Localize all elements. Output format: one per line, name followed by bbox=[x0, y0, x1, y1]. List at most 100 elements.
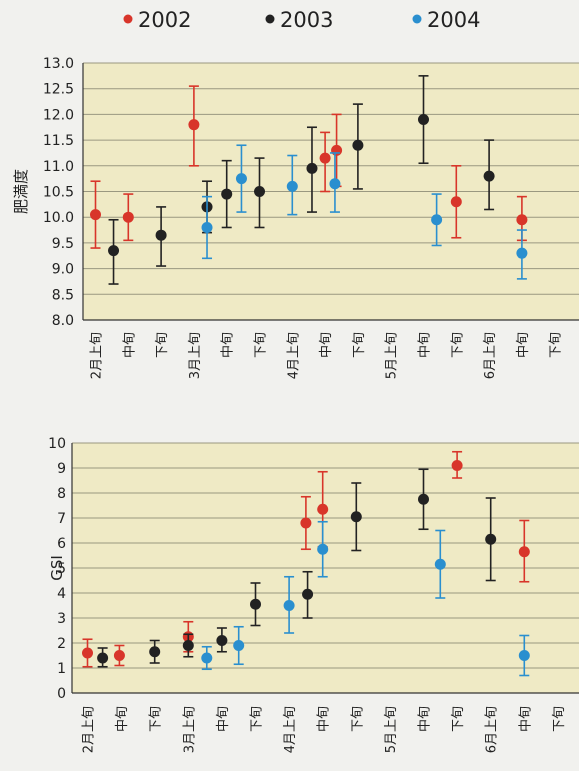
legend-label-2003: 2003 bbox=[280, 8, 333, 32]
data-point-2002 bbox=[82, 647, 93, 659]
data-point-2003 bbox=[149, 646, 161, 658]
data-point-2004 bbox=[201, 221, 213, 233]
data-point-2002 bbox=[516, 214, 528, 226]
category-label: 下旬 bbox=[250, 706, 265, 732]
data-point-2003 bbox=[254, 186, 265, 197]
data-point-2003 bbox=[250, 598, 261, 610]
y-tick-label: 7 bbox=[57, 511, 66, 527]
legend-marker-2002 bbox=[123, 14, 133, 24]
y-tick-label: 2 bbox=[57, 636, 66, 652]
category-label: 下旬 bbox=[549, 332, 564, 358]
data-point-2004 bbox=[329, 178, 341, 190]
y-tick-label: 12.5 bbox=[43, 82, 74, 98]
category-label: 中旬 bbox=[216, 706, 231, 732]
data-point-2004 bbox=[286, 180, 298, 192]
category-label: 下旬 bbox=[552, 706, 567, 732]
category-label: 中旬 bbox=[418, 332, 433, 358]
category-label: 中旬 bbox=[317, 706, 332, 732]
y-tick-label: 3 bbox=[57, 611, 66, 627]
category-label: 中旬 bbox=[418, 706, 433, 732]
category-label: 下旬 bbox=[352, 332, 367, 358]
y-tick-label: 8.5 bbox=[52, 287, 74, 303]
data-point-2004 bbox=[434, 558, 446, 570]
data-point-2002 bbox=[317, 503, 329, 515]
y-tick-label: 6 bbox=[57, 536, 66, 552]
y-tick-label: 11.0 bbox=[43, 159, 74, 175]
data-point-2004 bbox=[233, 640, 245, 651]
data-point-2002 bbox=[331, 144, 343, 156]
category-label: 2月上旬 bbox=[90, 332, 105, 379]
data-point-2003 bbox=[302, 588, 314, 600]
y-tick-label: 13.0 bbox=[43, 56, 74, 72]
category-label: 6月上旬 bbox=[485, 706, 500, 753]
category-label: 5月上旬 bbox=[385, 332, 400, 379]
y-tick-label: 12.0 bbox=[43, 107, 74, 123]
data-point-2003 bbox=[418, 114, 429, 126]
legend-marker-2003 bbox=[265, 14, 275, 24]
y-tick-label: 10.5 bbox=[43, 185, 74, 201]
category-label: 3月上旬 bbox=[188, 332, 203, 379]
data-point-2003 bbox=[108, 245, 120, 257]
legend-label-2004: 2004 bbox=[427, 8, 480, 32]
category-label: 下旬 bbox=[450, 332, 465, 358]
data-point-2003 bbox=[97, 652, 109, 664]
data-point-2002 bbox=[188, 119, 200, 131]
category-label: 下旬 bbox=[451, 706, 466, 732]
category-label: 5月上旬 bbox=[384, 706, 399, 753]
data-point-2002 bbox=[450, 196, 462, 208]
y-axis-label: GSI bbox=[48, 555, 66, 581]
data-point-2004 bbox=[283, 600, 295, 611]
data-point-2002 bbox=[518, 546, 530, 558]
category-label: 中旬 bbox=[115, 706, 130, 732]
data-point-2002 bbox=[113, 650, 125, 661]
data-point-2003 bbox=[350, 511, 362, 523]
legend: 2002 2003 2004 bbox=[123, 8, 480, 32]
data-point-2003 bbox=[418, 493, 429, 505]
category-label: 4月上旬 bbox=[286, 332, 301, 379]
y-tick-label: 8 bbox=[57, 486, 66, 502]
category-label: 中旬 bbox=[221, 332, 236, 358]
y-axis-label: 肥満度 bbox=[12, 169, 30, 214]
y-tick-label: 5 bbox=[57, 561, 66, 577]
data-point-2003 bbox=[155, 229, 167, 241]
data-point-2004 bbox=[518, 650, 530, 661]
data-point-2002 bbox=[122, 211, 134, 223]
data-point-2003 bbox=[485, 533, 497, 545]
data-point-2004 bbox=[201, 652, 213, 664]
data-point-2004 bbox=[431, 214, 443, 226]
data-point-2002 bbox=[319, 152, 331, 164]
data-point-2003 bbox=[352, 139, 364, 151]
y-tick-label: 10 bbox=[48, 436, 66, 452]
category-label: 中旬 bbox=[518, 706, 533, 732]
category-label: 下旬 bbox=[254, 332, 269, 358]
legend-label-2002: 2002 bbox=[138, 8, 191, 32]
category-label: 2月上旬 bbox=[82, 706, 97, 753]
data-point-2002 bbox=[90, 209, 101, 221]
y-tick-label: 4 bbox=[57, 586, 66, 602]
data-point-2003 bbox=[221, 188, 233, 200]
category-label: 下旬 bbox=[155, 332, 170, 358]
category-label: 下旬 bbox=[149, 706, 164, 732]
category-label: 下旬 bbox=[350, 706, 365, 732]
category-label: 中旬 bbox=[319, 332, 334, 358]
y-tick-label: 8.0 bbox=[52, 313, 74, 329]
legend-marker-2004 bbox=[412, 14, 422, 24]
chart-obesity-index: 8.0 8.5 9.0 9.5 10.0 10.5 11.0 11.5 12.0 12.5 13.0… bbox=[12, 56, 579, 379]
data-point-2003 bbox=[216, 635, 228, 646]
category-label: 6月上旬 bbox=[483, 332, 498, 379]
category-label: 3月上旬 bbox=[182, 706, 197, 753]
y-tick-label: 9.0 bbox=[52, 262, 74, 278]
category-label: 中旬 bbox=[516, 332, 531, 358]
data-point-2003 bbox=[306, 162, 318, 174]
y-tick-label: 9 bbox=[57, 461, 66, 477]
data-point-2003 bbox=[182, 640, 194, 651]
data-point-2004 bbox=[235, 173, 247, 185]
y-tick-label: 1 bbox=[57, 661, 66, 677]
y-tick-label: 11.5 bbox=[43, 133, 74, 149]
category-label: 中旬 bbox=[122, 332, 137, 358]
y-tick-label: 10.0 bbox=[43, 210, 74, 226]
category-label: 4月上旬 bbox=[283, 706, 298, 753]
y-tick-label: 9.5 bbox=[52, 236, 74, 252]
